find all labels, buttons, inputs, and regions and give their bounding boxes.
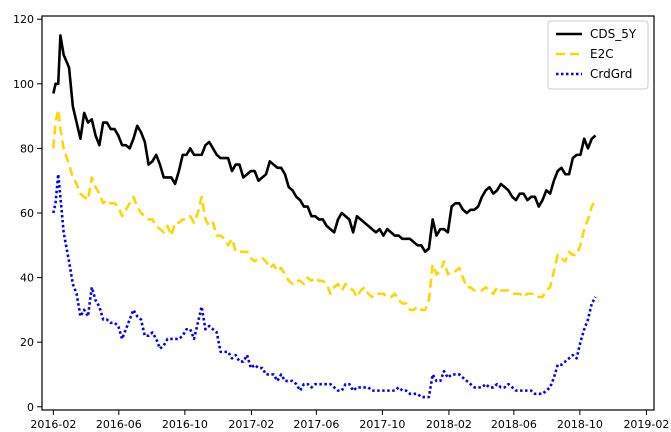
series-line-e2c: [52, 108, 597, 312]
legend-label: CDS_5Y: [590, 27, 637, 41]
x-ticks-layer: 2016-02 2016-06 2016-10 2017-02 2017-06 2017-…: [30, 410, 669, 431]
legend-label: E2C: [590, 47, 614, 61]
y-tick-label: 120: [13, 13, 34, 26]
y-tick-label: 20: [20, 336, 34, 349]
series-layer: [52, 34, 597, 399]
y-tick-label: 100: [13, 78, 34, 91]
x-tick-label: 2016-10: [162, 418, 208, 431]
x-tick-label: 2018-02: [426, 418, 472, 431]
series-line-crdgrd: [52, 172, 597, 399]
legend-label: CrdGrd: [590, 67, 632, 81]
y-tick-label: 60: [20, 207, 34, 220]
series-line-cds-5y: [52, 34, 597, 254]
y-tick-label: 40: [20, 272, 34, 285]
x-tick-label: 2018-10: [557, 418, 603, 431]
x-tick-label: 2016-06: [96, 418, 142, 431]
x-tick-label: 2017-06: [293, 418, 339, 431]
y-ticks-layer: 0 20 40 60 80 100 120: [13, 13, 42, 414]
x-tick-label: 2017-02: [228, 418, 274, 431]
y-tick-label: 0: [27, 401, 34, 414]
x-tick-label: 2017-10: [359, 418, 405, 431]
x-tick-label: 2016-02: [30, 418, 76, 431]
legend: CDS_5Y E2C CrdGrd: [547, 20, 649, 90]
x-tick-label: 2019-02: [623, 418, 669, 431]
legend-box: [547, 20, 649, 90]
x-tick-label: 2018-06: [491, 418, 537, 431]
y-tick-label: 80: [20, 142, 34, 155]
